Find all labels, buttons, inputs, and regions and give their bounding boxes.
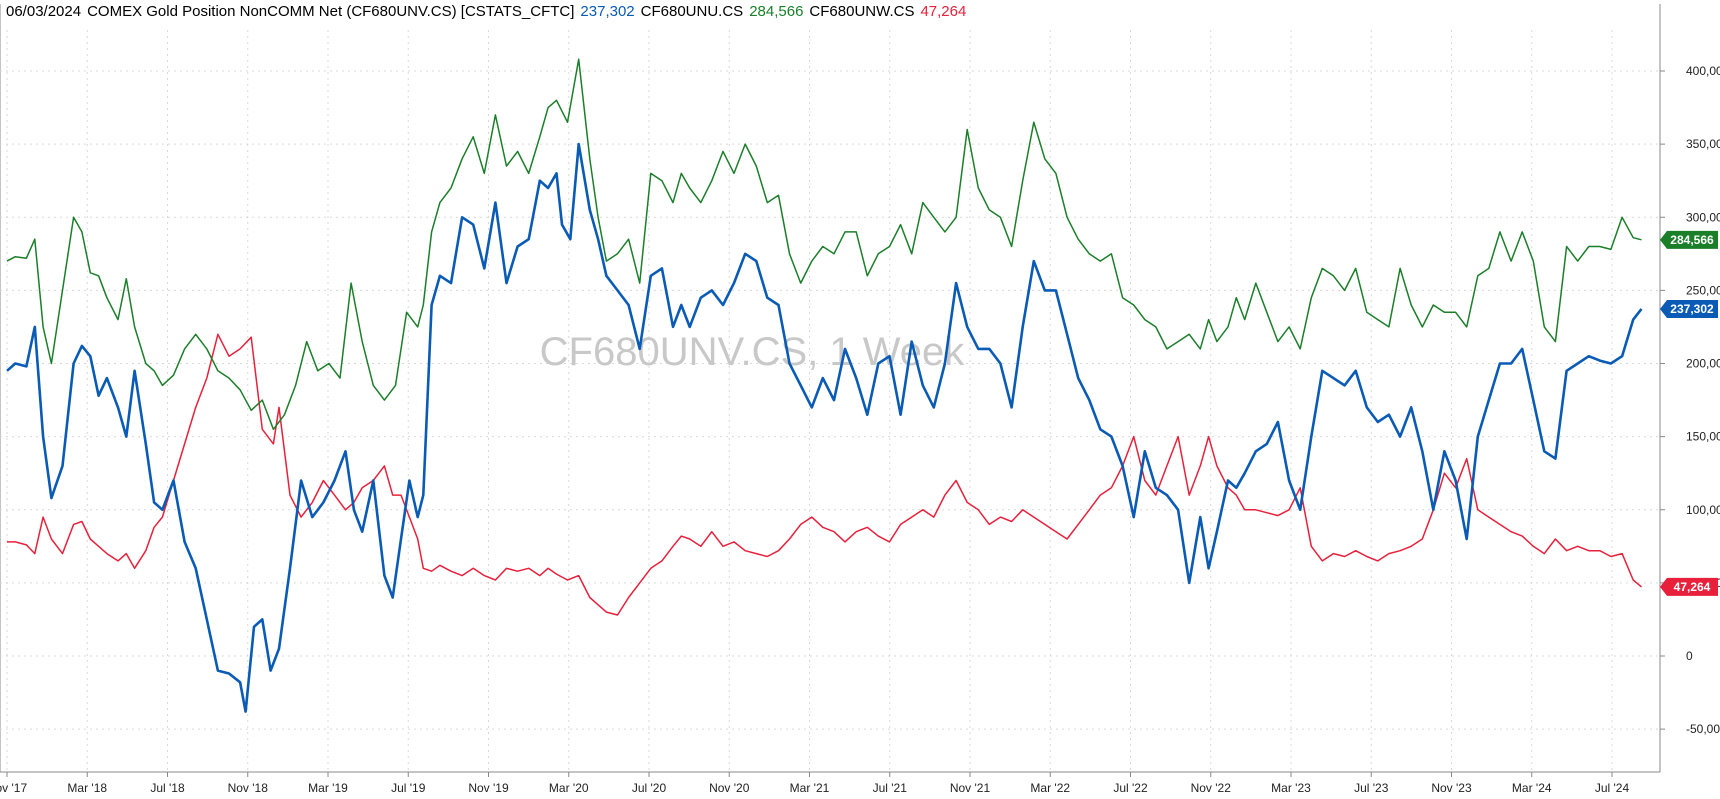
header-s2-name: CF680UNU.CS: [640, 3, 744, 20]
header-title: COMEX Gold Position NonCOMM Net (CF680UN…: [87, 3, 575, 20]
x-tick-label: Nov '20: [709, 781, 750, 795]
badge-value: 237,302: [1670, 302, 1714, 316]
badge-shape: [1660, 299, 1718, 318]
x-tick-label: Mar '20: [549, 781, 589, 795]
badge-shape: [1660, 577, 1718, 596]
header-s2-value: 284,566: [749, 3, 804, 20]
x-tick-label: Jul '21: [873, 781, 908, 795]
header-s1-value: 237,302: [580, 3, 635, 20]
header-s3-name: CF680UNW.CS: [809, 3, 915, 20]
x-tick-label: Mar '23: [1271, 781, 1311, 795]
x-tick-label: Mar '18: [67, 781, 107, 795]
header-s3-value: 47,264: [920, 3, 967, 20]
badge-CF680UNU.CS: 284,566: [1660, 230, 1718, 249]
x-axis-labels: Nov '17 Mar '18 Jul '18 Nov '18 Mar '19 Jul '…: [0, 781, 1629, 795]
x-tick-label: Mar '21: [790, 781, 830, 795]
watermark: CF680UNV.CS, 1 Week: [540, 330, 966, 374]
x-tick-label: Nov '23: [1431, 781, 1472, 795]
y-tick-label: -50,000: [1686, 722, 1720, 736]
x-tick-label: Jul '20: [632, 781, 667, 795]
y-tick-label: 100,000: [1686, 503, 1720, 517]
y-axis-labels: -50,000050,000100,000150,000200,000250,0…: [1686, 64, 1720, 736]
series-line-CF680UNV.CS: [6, 142, 1643, 713]
badge-value: 47,264: [1674, 580, 1711, 594]
y-tick-label: 350,000: [1686, 137, 1720, 151]
series-lines: [6, 58, 1643, 713]
badge-CF680UNW.CS: 47,264: [1660, 577, 1718, 596]
badge-shape: [1660, 230, 1718, 249]
x-tick-label: Nov '17: [0, 781, 27, 795]
x-tick-label: Jul '22: [1113, 781, 1148, 795]
y-tick-label: 0: [1686, 649, 1693, 663]
x-tick-label: Jul '19: [391, 781, 426, 795]
y-tick-label: 150,000: [1686, 430, 1720, 444]
y-tick-label: 250,000: [1686, 283, 1720, 297]
x-tick-label: Jul '23: [1354, 781, 1389, 795]
grid: [0, 4, 1665, 777]
x-tick-label: Nov '19: [468, 781, 509, 795]
y-tick-label: 300,000: [1686, 210, 1720, 224]
chart-header: 06/03/2024 COMEX Gold Position NonCOMM Ne…: [6, 3, 972, 20]
x-tick-label: Nov '18: [228, 781, 269, 795]
last-value-badges: 284,566 237,302 47,264: [1660, 230, 1718, 596]
series-line-CF680UNW.CS: [7, 333, 1642, 616]
x-tick-label: Jul '18: [150, 781, 185, 795]
y-tick-label: 200,000: [1686, 357, 1720, 371]
x-tick-label: Jul '24: [1595, 781, 1630, 795]
x-tick-label: Nov '22: [1191, 781, 1232, 795]
header-date: 06/03/2024: [6, 3, 82, 20]
x-tick-label: Mar '22: [1030, 781, 1070, 795]
series-line-CF680UNU.CS: [6, 58, 1642, 431]
x-tick-label: Mar '24: [1512, 781, 1552, 795]
x-tick-label: Mar '19: [308, 781, 348, 795]
badge-CF680UNV.CS: 237,302: [1660, 299, 1718, 318]
y-tick-label: 400,000: [1686, 64, 1720, 78]
x-tick-label: Nov '21: [950, 781, 991, 795]
badge-value: 284,566: [1670, 233, 1714, 247]
